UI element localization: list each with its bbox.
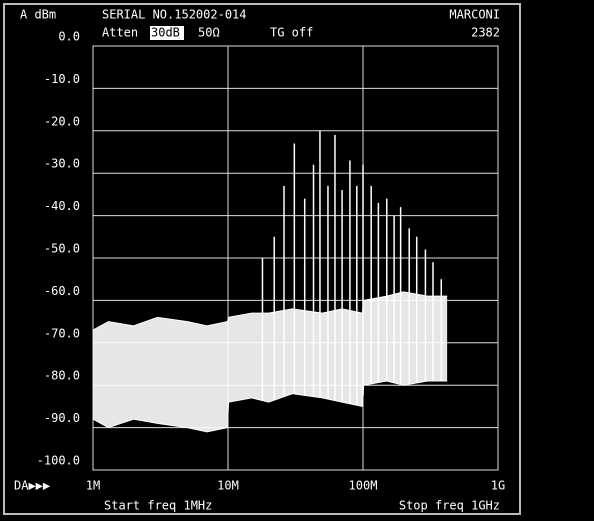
- y-tick-label: -40.0: [44, 199, 80, 213]
- y-tick-label: -60.0: [44, 284, 80, 298]
- y-tick-label: -80.0: [44, 369, 80, 383]
- y-tick-label: -90.0: [44, 411, 80, 425]
- x-tick-label: 1M: [86, 479, 100, 493]
- x-tick-label: 100M: [349, 479, 378, 493]
- mode: DA▶▶▶: [14, 479, 51, 493]
- y-tick-label: -10.0: [44, 72, 80, 86]
- impedance: 50Ω: [198, 26, 220, 40]
- stop-freq: Stop freq 1GHz: [399, 499, 500, 513]
- atten-label: Atten: [102, 26, 138, 40]
- x-tick-label: 1G: [491, 479, 505, 493]
- brand: MARCONI: [449, 8, 500, 22]
- start-freq: Start freq 1MHz: [104, 499, 212, 513]
- y-tick-label: -30.0: [44, 157, 80, 171]
- serial: SERIAL NO.152002-014: [102, 8, 247, 22]
- y-tick-label: -50.0: [44, 242, 80, 256]
- screen: A dBm SERIAL NO.152002-014 MARCONI Atten…: [0, 0, 594, 521]
- y-tick-label: -100.0: [37, 454, 80, 468]
- x-tick-label: 10M: [217, 479, 239, 493]
- atten-value: 30dB: [151, 26, 180, 40]
- y-axis-unit: A dBm: [20, 8, 56, 22]
- y-tick-label: -20.0: [44, 114, 80, 128]
- model: 2382: [471, 26, 500, 40]
- y-tick-label: 0.0: [58, 30, 80, 44]
- y-tick-label: -70.0: [44, 326, 80, 340]
- background: [0, 0, 594, 521]
- tracking-generator: TG off: [270, 26, 313, 40]
